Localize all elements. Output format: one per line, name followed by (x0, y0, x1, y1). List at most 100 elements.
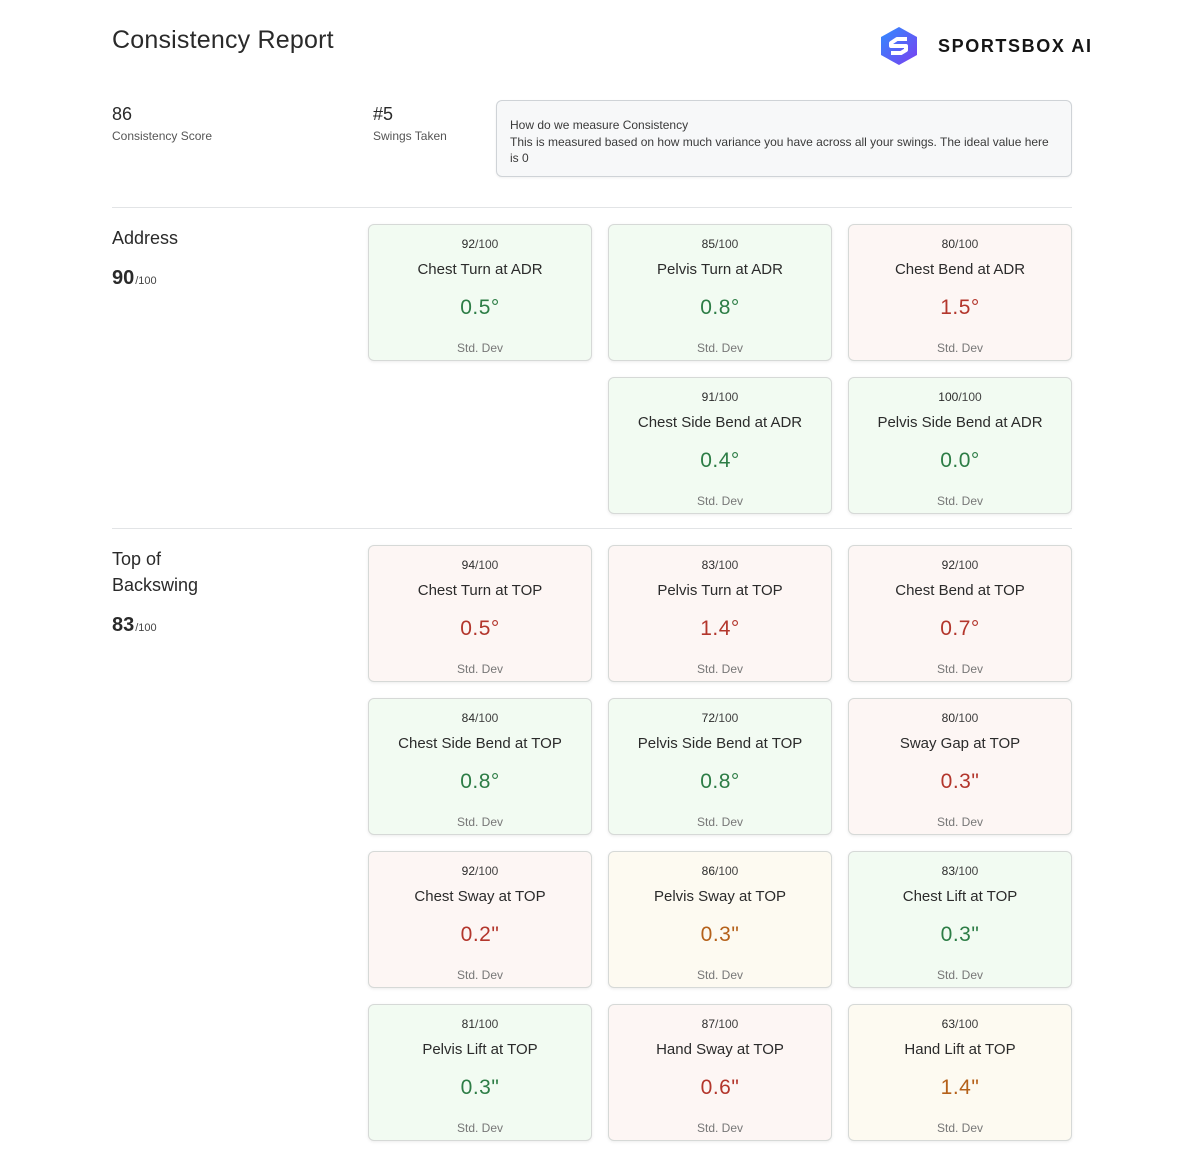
swings-taken-value: #5 (373, 104, 394, 124)
metric-value: 0.6" (700, 1076, 740, 1099)
metric-score-value: 100 (938, 390, 959, 404)
metric-label: Std. Dev (936, 341, 984, 355)
metric-label: Std. Dev (696, 968, 744, 982)
metric-card: 91/100 Chest Side Bend at ADR 0.4° Std. Dev (608, 377, 832, 514)
metric-card: 81/100 Pelvis Lift at TOP 0.3" Std. Dev (368, 1004, 592, 1141)
metric-score: 80/100 (849, 237, 1071, 251)
metric-score-denominator: /100 (958, 390, 982, 404)
metric-label: Std. Dev (936, 662, 984, 676)
metric-label: Std. Dev (456, 341, 504, 355)
metric-card: 72/100 Pelvis Side Bend at TOP 0.8° Std. De… (608, 698, 832, 835)
metric-value: 0.3" (940, 770, 980, 793)
metric-label: Std. Dev (456, 815, 504, 829)
section-title-top-of-backswing: Top of Backswing (112, 546, 198, 598)
metric-score-denominator: /100 (715, 558, 739, 572)
metric-name: Pelvis Lift at TOP (422, 1041, 538, 1058)
metric-score-value: 92 (461, 864, 475, 878)
metric-value: 0.8° (700, 296, 740, 319)
metric-name: Chest Side Bend at ADR (637, 414, 803, 431)
metric-score: 92/100 (369, 237, 591, 251)
sportsbox-logo-icon (881, 27, 917, 65)
section-score-top-of-backswing: 83/100 (112, 614, 157, 637)
metric-score-value: 80 (941, 711, 955, 725)
metric-name: Pelvis Side Bend at ADR (877, 414, 1043, 431)
metric-score-value: 72 (701, 711, 715, 725)
metric-score-denominator: /100 (715, 390, 739, 404)
section-score-address: 90/100 (112, 267, 157, 290)
metric-value: 0.2" (460, 923, 500, 946)
section-score-value: 83 (112, 614, 135, 636)
metric-score-denominator: /100 (955, 711, 979, 725)
metric-name: Chest Turn at ADR (417, 261, 543, 278)
consistency-score-stat: 86 Consistency Score (112, 104, 212, 143)
metric-card: 83/100 Chest Lift at TOP 0.3" Std. Dev (848, 851, 1072, 988)
metric-value: 0.7° (940, 617, 980, 640)
metric-score-denominator: /100 (475, 711, 499, 725)
metric-value: 0.5° (460, 296, 500, 319)
metric-score-denominator: /100 (475, 558, 499, 572)
metric-score: 100/100 (849, 390, 1071, 404)
divider (112, 207, 1072, 208)
section-score-value: 90 (112, 267, 135, 289)
metric-score-denominator: /100 (715, 711, 739, 725)
metric-value: 0.3" (940, 923, 980, 946)
metric-score-value: 92 (461, 237, 475, 251)
metric-label: Std. Dev (456, 968, 504, 982)
metric-name: Pelvis Side Bend at TOP (637, 735, 803, 752)
metric-name: Chest Bend at TOP (895, 582, 1025, 599)
metric-label: Std. Dev (456, 662, 504, 676)
metric-score: 83/100 (849, 864, 1071, 878)
metric-value: 1.4° (700, 617, 740, 640)
metric-score-denominator: /100 (955, 558, 979, 572)
metric-score-denominator: /100 (475, 864, 499, 878)
metric-name: Pelvis Sway at TOP (654, 888, 786, 905)
metric-score: 92/100 (369, 864, 591, 878)
metric-card: 86/100 Pelvis Sway at TOP 0.3" Std. Dev (608, 851, 832, 988)
metric-score-denominator: /100 (475, 237, 499, 251)
metric-name: Chest Bend at ADR (894, 261, 1026, 278)
metric-score-value: 83 (701, 558, 715, 572)
metric-card: 80/100 Chest Bend at ADR 1.5° Std. Dev (848, 224, 1072, 361)
metric-label: Std. Dev (936, 815, 984, 829)
metric-card: 92/100 Chest Sway at TOP 0.2" Std. Dev (368, 851, 592, 988)
metric-score: 63/100 (849, 1017, 1071, 1031)
metric-value: 0.3" (460, 1076, 500, 1099)
metric-value: 0.5° (460, 617, 500, 640)
metric-label: Std. Dev (936, 968, 984, 982)
metric-value: 0.3" (700, 923, 740, 946)
metric-score-denominator: /100 (955, 1017, 979, 1031)
metric-score-value: 92 (941, 558, 955, 572)
metric-label: Std. Dev (696, 494, 744, 508)
consistency-info-box: How do we measure Consistency This is me… (496, 100, 1072, 177)
metric-score: 81/100 (369, 1017, 591, 1031)
section-score-denominator: /100 (135, 622, 157, 634)
metric-label: Std. Dev (936, 494, 984, 508)
metric-score-denominator: /100 (715, 237, 739, 251)
metric-card: 80/100 Sway Gap at TOP 0.3" Std. Dev (848, 698, 1072, 835)
metric-score-value: 87 (701, 1017, 715, 1031)
metric-label: Std. Dev (456, 1121, 504, 1135)
consistency-score-label: Consistency Score (112, 129, 213, 143)
metric-label: Std. Dev (696, 1121, 744, 1135)
metric-score: 72/100 (609, 711, 831, 725)
section-title-address: Address (112, 228, 179, 248)
metric-score: 87/100 (609, 1017, 831, 1031)
metric-card: 92/100 Chest Bend at TOP 0.7° Std. Dev (848, 545, 1072, 682)
metric-card: 84/100 Chest Side Bend at TOP 0.8° Std. Dev (368, 698, 592, 835)
metric-name: Hand Sway at TOP (656, 1041, 784, 1058)
metric-name: Hand Lift at TOP (904, 1041, 1016, 1058)
metric-name: Chest Turn at TOP (417, 582, 543, 599)
metric-score-value: 91 (701, 390, 715, 404)
metric-card: 87/100 Hand Sway at TOP 0.6" Std. Dev (608, 1004, 832, 1141)
metric-score-value: 63 (941, 1017, 955, 1031)
metric-score: 83/100 (609, 558, 831, 572)
metric-card: 100/100 Pelvis Side Bend at ADR 0.0° Std. D… (848, 377, 1072, 514)
info-body: This is measured based on how much varia… (510, 134, 1049, 166)
metric-value: 0.0° (940, 449, 980, 472)
metric-score: 80/100 (849, 711, 1071, 725)
metric-card: 92/100 Chest Turn at ADR 0.5° Std. Dev (368, 224, 592, 361)
section-title-line: Top of (112, 549, 162, 569)
metric-label: Std. Dev (696, 662, 744, 676)
metric-card: 83/100 Pelvis Turn at TOP 1.4° Std. Dev (608, 545, 832, 682)
metric-value: 1.4" (940, 1076, 980, 1099)
